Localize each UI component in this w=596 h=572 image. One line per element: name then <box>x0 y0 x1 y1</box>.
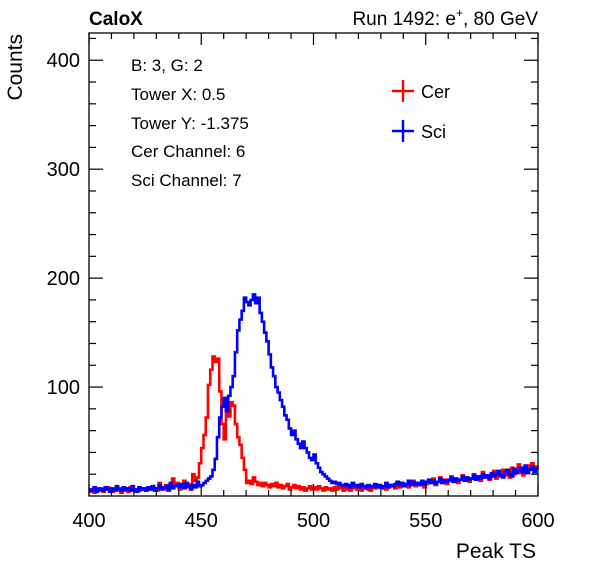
y-tick-label: 100 <box>47 377 80 399</box>
series-sci-histogram <box>89 293 538 493</box>
info-line: Tower Y: -1.375 <box>131 114 249 133</box>
run-label-sup: + <box>456 6 463 20</box>
info-box: B: 3, G: 2 Tower X: 0.5 Tower Y: -1.375 … <box>131 56 249 190</box>
run-label-energy: , 80 GeV <box>463 9 538 30</box>
x-axis-label: Peak TS <box>456 540 536 563</box>
run-label-text: Run 1492: e <box>352 9 456 30</box>
x-tick-label: 550 <box>409 510 442 532</box>
x-tick-label: 500 <box>297 510 330 532</box>
brand-label: CaloX <box>89 9 143 30</box>
legend-entry-sci: Sci <box>392 120 446 142</box>
info-line: B: 3, G: 2 <box>131 56 203 75</box>
legend: Cer Sci <box>392 80 450 142</box>
y-tick-label: 300 <box>47 159 80 181</box>
run-label: Run 1492: e+, 80 GeV <box>352 6 538 30</box>
x-tick-label: 400 <box>72 510 105 532</box>
legend-entry-cer: Cer <box>392 80 450 102</box>
x-tick-label: 600 <box>521 510 554 532</box>
info-line: Sci Channel: 7 <box>131 171 242 190</box>
y-tick-label: 400 <box>47 50 80 72</box>
tick-layer: 400 450 500 550 600 100 200 300 400 <box>47 33 555 532</box>
info-line: Tower X: 0.5 <box>131 85 226 104</box>
info-line: Cer Channel: 6 <box>131 142 245 161</box>
y-tick-label: 200 <box>47 268 80 290</box>
legend-label-sci: Sci <box>421 122 446 142</box>
legend-label-cer: Cer <box>421 82 450 102</box>
y-axis-label: Counts <box>4 34 27 101</box>
x-tick-label: 450 <box>185 510 218 532</box>
